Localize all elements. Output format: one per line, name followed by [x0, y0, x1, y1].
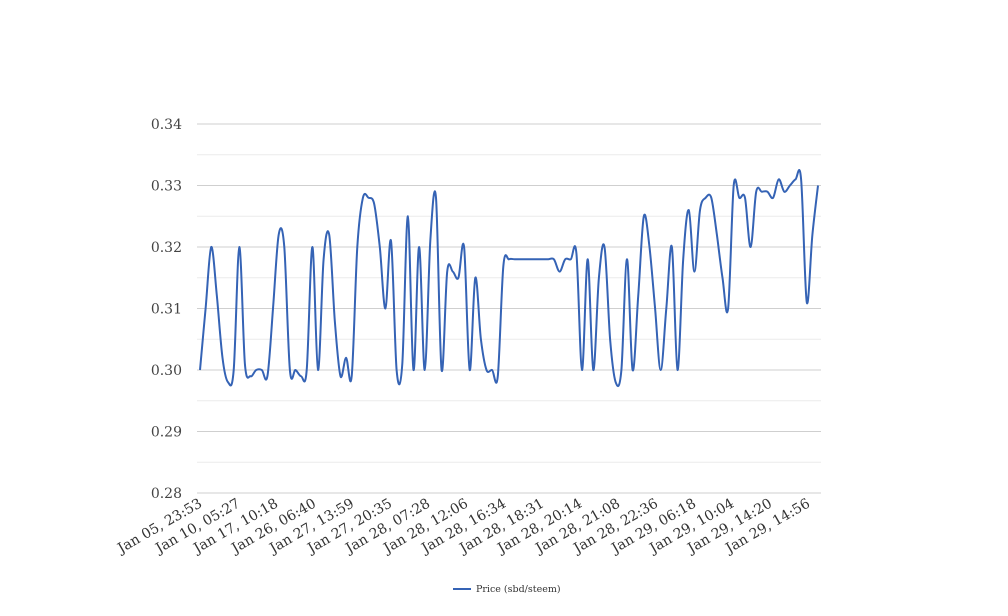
y-tick-label: 0.28	[151, 486, 182, 502]
y-tick-label: 0.30	[151, 363, 182, 379]
legend-label: Price (sbd/steem)	[476, 584, 561, 595]
y-axis-tick-labels: 0.28 0.29 0.30 0.31 0.32 0.33 0.34	[151, 117, 182, 502]
y-tick-label: 0.29	[151, 425, 182, 441]
y-tick-label: 0.31	[151, 302, 182, 318]
grid-lines	[197, 123, 821, 494]
series-line	[199, 169, 819, 388]
series-group	[199, 169, 819, 388]
y-tick-label: 0.33	[151, 179, 182, 195]
y-tick-label: 0.34	[151, 117, 182, 133]
y-tick-label: 0.32	[151, 240, 182, 256]
legend[interactable]: Price (sbd/steem)	[453, 584, 561, 595]
